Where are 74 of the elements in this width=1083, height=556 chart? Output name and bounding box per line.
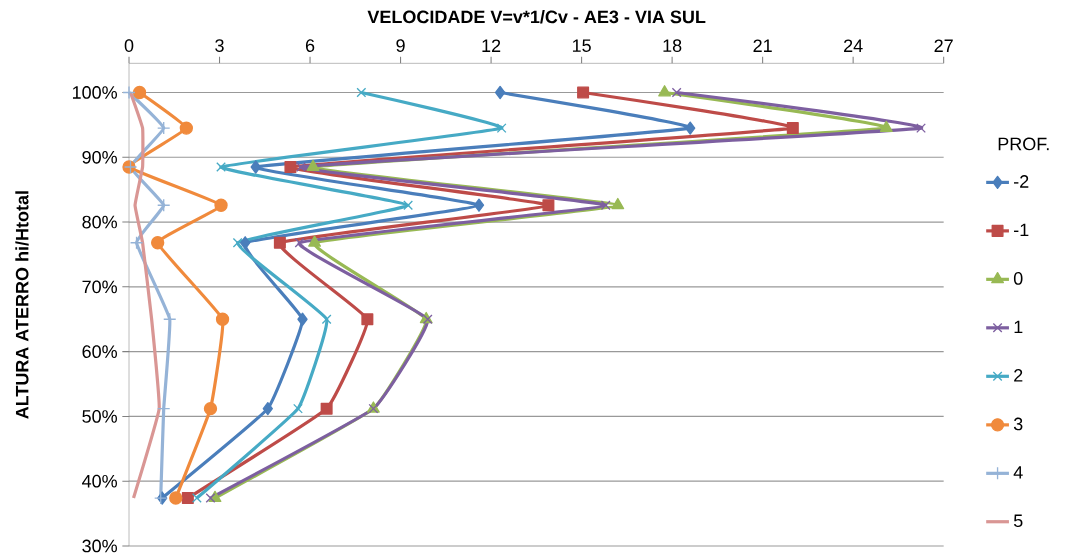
point — [232, 237, 243, 248]
point — [250, 160, 261, 174]
point — [191, 493, 202, 503]
point — [203, 401, 218, 416]
point — [129, 236, 144, 250]
point — [356, 87, 367, 98]
point — [658, 85, 672, 97]
point — [320, 402, 333, 415]
point — [297, 312, 308, 326]
x-tick-label: 12 — [482, 39, 501, 52]
point — [132, 85, 147, 100]
point — [361, 313, 374, 326]
point — [542, 199, 555, 212]
legend-label: 1 — [1014, 320, 1023, 334]
x-tick-label: 24 — [844, 39, 863, 52]
x-tick-label: 15 — [572, 39, 591, 52]
point — [494, 85, 506, 100]
legend-label: 2 — [1014, 369, 1023, 382]
legend-title: PROF. — [998, 137, 1049, 151]
point — [786, 122, 799, 135]
point — [157, 198, 171, 212]
point — [262, 401, 273, 416]
legend-label: 5 — [1013, 514, 1023, 528]
point — [122, 85, 136, 100]
point — [306, 159, 320, 171]
point — [308, 235, 322, 247]
point — [205, 493, 216, 503]
legend-label: -1 — [1014, 223, 1029, 237]
point — [151, 236, 165, 250]
point — [284, 160, 297, 173]
point — [240, 236, 251, 250]
point — [181, 492, 194, 505]
x-tick-label: 18 — [663, 39, 682, 52]
y-tick-label: 100% — [72, 86, 117, 99]
point — [611, 197, 625, 210]
point — [215, 312, 230, 326]
point — [321, 314, 332, 325]
point — [169, 491, 183, 505]
chart-title: VELOCIDADE V=v*1/Cv - AE3 - VIA SUL — [367, 10, 706, 24]
line-series — [128, 90, 161, 500]
point — [496, 123, 507, 134]
y-tick-label: 70% — [82, 280, 117, 294]
point — [273, 236, 286, 249]
x-tick-label: 6 — [305, 39, 315, 52]
legend-label: 0 — [1013, 272, 1023, 285]
x-tick-label: 9 — [396, 39, 405, 52]
point — [671, 87, 682, 98]
legend-label: 4 — [1013, 466, 1023, 479]
x-tick-label: 3 — [215, 39, 224, 52]
y-tick-label: 40% — [82, 474, 117, 488]
y-tick-label: 50% — [82, 410, 117, 423]
point — [216, 162, 226, 172]
point — [879, 120, 893, 133]
point — [916, 123, 926, 134]
point — [473, 198, 485, 212]
x-tick-label: 21 — [753, 39, 772, 52]
point — [403, 200, 414, 211]
point — [179, 121, 194, 135]
point — [296, 162, 306, 172]
y-tick-label: 30% — [82, 539, 117, 553]
y-tick-label: 80% — [82, 215, 117, 229]
x-tick-label: 0 — [124, 39, 134, 52]
point — [577, 86, 590, 99]
legend-label: -2 — [1014, 175, 1029, 188]
point — [685, 121, 696, 135]
point — [214, 198, 228, 212]
point — [600, 200, 611, 211]
y-tick-label: 90% — [82, 150, 117, 164]
x-tick-label: 27 — [934, 39, 953, 52]
legend-label: 3 — [1013, 417, 1023, 431]
point — [157, 121, 171, 135]
point — [293, 403, 303, 414]
y-tick-label: 60% — [82, 345, 117, 358]
y-axis-title: ALTURA ATERRO hi/Htotal — [15, 191, 29, 419]
